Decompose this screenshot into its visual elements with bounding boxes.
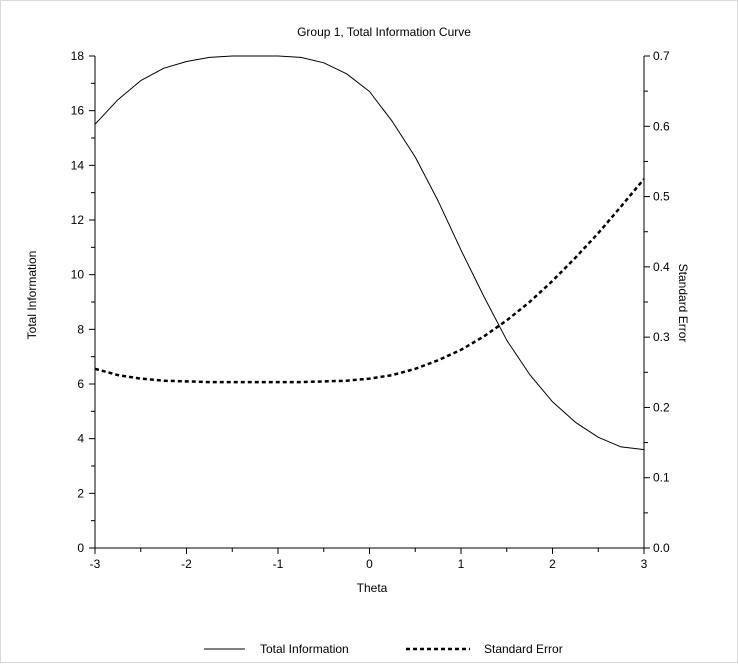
x-axis-label: Theta <box>357 581 388 595</box>
y-tick-label: 6 <box>77 377 84 391</box>
y2-tick-label: 0.3 <box>653 330 670 344</box>
legend-label-total-information: Total Information <box>260 642 349 656</box>
x-tick-label: -3 <box>90 557 101 571</box>
y-tick-label: 4 <box>77 432 84 446</box>
y-tick-label: 18 <box>71 49 85 63</box>
legend-label-standard-error: Standard Error <box>484 642 563 656</box>
y2-tick-label: 0.7 <box>653 49 670 63</box>
axes <box>94 56 645 549</box>
y-tick-label: 10 <box>71 268 85 282</box>
y2-tick-label: 0.1 <box>653 471 670 485</box>
y-tick-label: 14 <box>71 158 85 172</box>
x-tick-label: 3 <box>641 557 648 571</box>
y-tick-label: 8 <box>77 322 84 336</box>
y-tick-label: 0 <box>77 541 84 555</box>
y2-tick-label: 0.2 <box>653 400 670 414</box>
y2-tick-label: 0.5 <box>653 190 670 204</box>
standard-error-line <box>94 178 645 384</box>
x-tick-label: 1 <box>458 557 465 571</box>
y2-tick-label: 0.0 <box>653 541 670 555</box>
y2-tick-label: 0.4 <box>653 260 670 274</box>
y-tick-label: 16 <box>71 104 85 118</box>
chart-title: Group 1, Total Information Curve <box>297 25 471 39</box>
x-tick-label: 0 <box>366 557 373 571</box>
x-tick-label: -2 <box>181 557 192 571</box>
x-tick-label: -1 <box>273 557 284 571</box>
total-information-line <box>94 55 645 451</box>
ticks: -3 -2 -1 0 1 2 30246810121416180.00.10.20.30.4… <box>71 49 670 571</box>
series-lines <box>94 55 645 451</box>
legend: Total Information Standard Error <box>204 642 563 656</box>
y2-tick-label: 0.6 <box>653 119 670 133</box>
x-tick-label: 2 <box>549 557 556 571</box>
y-axis-label: Total Information <box>25 251 39 340</box>
y-tick-label: 2 <box>77 486 84 500</box>
y-tick-label: 12 <box>71 213 85 227</box>
y2-axis-label: Standard Error <box>676 264 690 343</box>
